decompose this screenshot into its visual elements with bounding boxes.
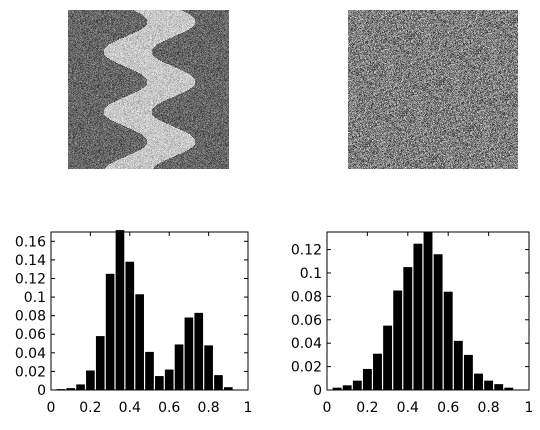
left-hist-bar: [135, 294, 144, 390]
right-hist-bar: [393, 290, 403, 390]
left-hist-frame: [50, 231, 249, 391]
left-hist-x-tick-label: 0.2: [79, 400, 101, 416]
right-hist-y-tick-label: 0.12: [291, 243, 322, 259]
left-hist-bar: [214, 375, 223, 390]
right-hist-bar: [373, 353, 382, 390]
right-hist-y-tick-label: 0.02: [291, 360, 322, 376]
left-hist-bar: [105, 273, 115, 390]
left-hist-bar: [95, 336, 105, 390]
textured-stripe-image: [68, 10, 229, 169]
right-hist-bar: [453, 340, 463, 390]
right-hist-x-tick-label: 0: [323, 400, 332, 416]
right-hist-bar: [494, 384, 504, 390]
left-hist-bar: [184, 317, 194, 390]
left-hist-y-tick-label: 0.12: [15, 271, 46, 287]
left-hist-bar: [223, 387, 233, 390]
right-hist-bar: [474, 373, 483, 390]
right-hist-bar: [463, 354, 473, 390]
left-hist-y-tick-label: 0: [37, 383, 46, 399]
right-hist-bar: [433, 254, 443, 390]
right-hist-bar: [423, 232, 433, 390]
left-hist-bar: [204, 345, 213, 390]
right-hist-bar: [413, 243, 423, 390]
left-hist-bar: [76, 384, 85, 390]
left-hist-y-tick-label: 0.02: [15, 364, 46, 380]
right-hist-y-tick-label: 0: [313, 383, 322, 399]
right-hist-y-tick-label: 0.06: [291, 313, 322, 329]
right-hist-x-tick-label: 1: [525, 400, 534, 416]
left-hist-bar: [164, 369, 174, 390]
histogram-left: 0 0.2 0.4 0.6 0.8 1 0 0.02 0.04 0.06 0.08 0.1 0.12 0.…: [15, 230, 253, 416]
left-hist-bar: [115, 230, 125, 390]
right-hist-bar: [383, 325, 393, 390]
right-hist-bar: [332, 387, 342, 390]
left-hist-y-tick-label: 0.16: [15, 234, 46, 250]
right-hist-bar: [443, 291, 453, 390]
right-hist-bar: [504, 387, 514, 390]
left-hist-bar: [194, 312, 204, 390]
right-hist-frame: [326, 231, 530, 391]
left-hist-y-tick-label: 0.06: [15, 327, 46, 343]
left-hist-x-tick-label: 0.8: [197, 400, 219, 416]
left-hist-bar: [66, 388, 76, 390]
left-hist-bar: [125, 261, 135, 390]
right-hist-y-tick-label: 0.08: [291, 289, 322, 305]
right-hist-bar: [352, 380, 362, 390]
left-hist-y-tick-label: 0.04: [15, 346, 46, 362]
right-hist-x-tick-label: 0.2: [356, 400, 378, 416]
left-hist-bar: [174, 344, 184, 390]
right-hist-bar: [484, 380, 494, 390]
right-hist-bar: [362, 368, 372, 390]
left-hist-x-tick-label: 0.6: [158, 400, 180, 416]
right-hist-bar: [342, 385, 352, 390]
left-hist-y-tick-label: 0.14: [15, 253, 46, 269]
right-hist-y-tick-label: 0.04: [291, 336, 322, 352]
left-hist-x-tick-label: 1: [244, 400, 253, 416]
left-hist-bar: [86, 370, 95, 390]
right-hist-bar: [403, 267, 413, 390]
left-hist-y-tick-label: 0.1: [24, 290, 46, 306]
left-hist-bar: [145, 351, 154, 390]
left-hist-x-tick-label: 0.4: [119, 400, 141, 416]
uniform-noise-image: [348, 10, 518, 169]
right-hist-x-tick-label: 0.8: [477, 400, 499, 416]
left-hist-y-tick-label: 0.08: [15, 309, 46, 325]
left-hist-bar: [155, 376, 164, 390]
left-hist-x-tick-label: 0: [47, 400, 56, 416]
right-hist-y-tick-label: 0.1: [300, 266, 322, 282]
right-hist-x-tick-label: 0.6: [437, 400, 459, 416]
right-hist-x-tick-label: 0.4: [397, 400, 419, 416]
